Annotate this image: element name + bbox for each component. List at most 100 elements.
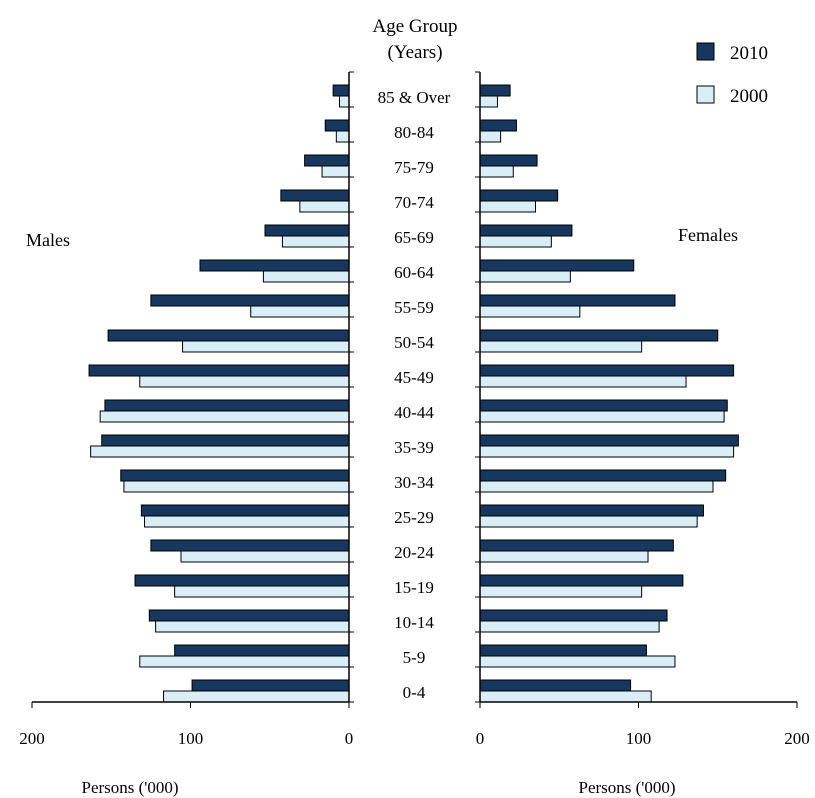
bar-female-2000-70-74 <box>479 200 536 213</box>
bar-female-2000-40-44 <box>479 410 725 423</box>
age-label-65-69: 65-69 <box>394 228 434 247</box>
left-x-tick-label-100: 100 <box>178 729 204 748</box>
bar-female-2000-85-over <box>479 95 498 108</box>
right-x-tick-label-0: 0 <box>476 729 485 748</box>
bar-female-2010-60-64 <box>479 259 635 272</box>
bar-male-2000-85-over <box>338 95 350 108</box>
bar-female-2010-30-34 <box>479 469 727 482</box>
age-group-header: Age Group (Years) <box>373 16 458 63</box>
bar-male-2010-30-34 <box>120 469 350 482</box>
age-label-20-24: 20-24 <box>394 543 434 562</box>
bar-female-2010-10-14 <box>479 609 668 622</box>
age-labels: 85 & Over 80-84 75-79 70-74 65-69 60-64 55-59 5… <box>378 88 451 702</box>
bar-male-2000-10-14 <box>155 620 350 633</box>
age-label-80-84: 80-84 <box>394 123 434 142</box>
bar-male-2000-55-59 <box>250 305 350 318</box>
bar-female-2010-0-4 <box>479 679 632 692</box>
bars <box>88 84 739 703</box>
age-label-30-34: 30-34 <box>394 473 434 492</box>
bar-male-2000-60-64 <box>262 270 350 283</box>
bar-male-2010-35-39 <box>101 434 350 447</box>
bar-male-2000-25-29 <box>144 515 350 528</box>
bar-female-2010-45-49 <box>479 364 735 377</box>
bar-male-2000-20-24 <box>180 550 350 563</box>
bar-female-2000-25-29 <box>479 515 698 528</box>
age-label-85-over: 85 & Over <box>378 88 451 107</box>
bar-male-2000-45-49 <box>139 375 350 388</box>
bar-female-2000-65-69 <box>479 235 552 248</box>
bar-female-2010-85-over <box>479 84 511 97</box>
age-label-70-74: 70-74 <box>394 193 434 212</box>
bar-female-2000-55-59 <box>479 305 581 318</box>
bar-male-2010-75-79 <box>304 154 350 167</box>
bar-female-2010-15-19 <box>479 574 684 587</box>
bar-male-2010-85-over <box>332 84 350 97</box>
bar-male-2000-35-39 <box>90 445 350 458</box>
left-x-tick-label-200: 200 <box>19 729 45 748</box>
age-label-50-54: 50-54 <box>394 333 434 352</box>
age-label-10-14: 10-14 <box>394 613 434 632</box>
bar-female-2000-30-34 <box>479 480 714 493</box>
age-label-60-64: 60-64 <box>394 263 434 282</box>
age-label-0-4: 0-4 <box>403 683 426 702</box>
bar-female-2000-35-39 <box>479 445 735 458</box>
bar-male-2010-5-9 <box>174 644 350 657</box>
left-x-tick-label-0: 0 <box>345 729 354 748</box>
age-label-75-79: 75-79 <box>394 158 434 177</box>
bar-male-2010-80-84 <box>324 119 350 132</box>
bar-female-2000-10-14 <box>479 620 660 633</box>
bar-male-2000-0-4 <box>163 690 350 703</box>
bar-female-2010-50-54 <box>479 329 719 342</box>
bar-female-2010-35-39 <box>479 434 739 447</box>
bar-female-2010-40-44 <box>479 399 728 412</box>
legend-swatch-2000 <box>696 85 715 104</box>
age-label-5-9: 5-9 <box>403 648 426 667</box>
legend-label-2000: 2000 <box>730 86 768 107</box>
bar-female-2010-65-69 <box>479 224 573 237</box>
bar-male-2000-40-44 <box>99 410 350 423</box>
bar-male-2010-15-19 <box>134 574 350 587</box>
age-label-35-39: 35-39 <box>394 438 434 457</box>
bar-male-2000-15-19 <box>174 585 350 598</box>
bar-male-2010-10-14 <box>148 609 350 622</box>
bar-female-2000-45-49 <box>479 375 687 388</box>
bar-male-2010-25-29 <box>140 504 350 517</box>
bar-female-2010-20-24 <box>479 539 674 552</box>
bar-female-2010-80-84 <box>479 119 517 132</box>
bar-female-2010-75-79 <box>479 154 538 167</box>
legend-swatch-2010 <box>696 42 715 61</box>
right-x-axis-title: Persons ('000) <box>578 778 675 797</box>
bar-female-2000-75-79 <box>479 165 514 178</box>
bar-male-2000-30-34 <box>123 480 350 493</box>
age-header-line1: Age Group <box>373 16 458 37</box>
females-label: Females <box>678 225 738 245</box>
bar-female-2010-25-29 <box>479 504 704 517</box>
bar-male-2010-20-24 <box>150 539 350 552</box>
bar-male-2000-70-74 <box>299 200 350 213</box>
bar-male-2010-50-54 <box>107 329 350 342</box>
males-label: Males <box>26 230 70 250</box>
bar-female-2000-80-84 <box>479 130 502 143</box>
bar-male-2010-65-69 <box>264 224 350 237</box>
age-label-40-44: 40-44 <box>394 403 434 422</box>
bar-female-2000-60-64 <box>479 270 571 283</box>
right-x-tick-label-100: 100 <box>626 729 652 748</box>
bar-male-2010-70-74 <box>280 189 350 202</box>
legend-label-2010: 2010 <box>730 43 768 64</box>
right-x-tick-label-200: 200 <box>784 729 810 748</box>
bar-male-2000-80-84 <box>335 130 350 143</box>
age-label-15-19: 15-19 <box>394 578 434 597</box>
age-label-55-59: 55-59 <box>394 298 434 317</box>
bar-male-2000-65-69 <box>281 235 350 248</box>
bar-male-2000-50-54 <box>182 340 350 353</box>
bar-female-2000-20-24 <box>479 550 649 563</box>
bar-male-2010-0-4 <box>191 679 350 692</box>
bar-male-2010-45-49 <box>88 364 350 377</box>
bar-male-2010-40-44 <box>104 399 350 412</box>
axes: 200 100 0 0 100 200 <box>19 71 810 748</box>
bar-male-2010-60-64 <box>199 259 350 272</box>
age-label-45-49: 45-49 <box>394 368 434 387</box>
bar-female-2000-0-4 <box>479 690 652 703</box>
bar-male-2000-5-9 <box>139 655 350 668</box>
